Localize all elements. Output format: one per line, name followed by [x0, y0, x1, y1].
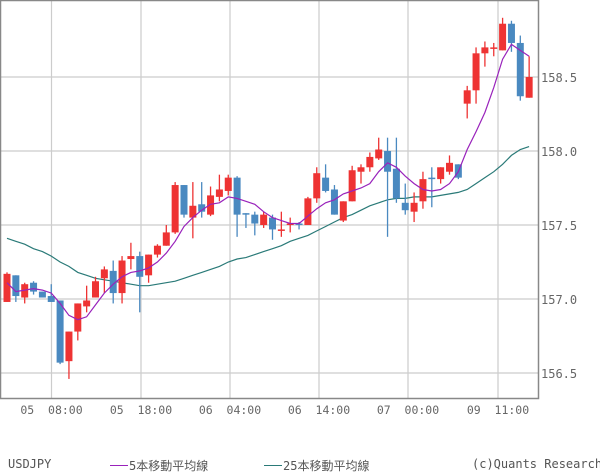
candle: [490, 47, 498, 49]
candle: [30, 282, 38, 292]
copyright: (c)Quants Research: [472, 457, 600, 471]
candle: [366, 156, 374, 168]
candle: [47, 296, 55, 302]
candle: [242, 213, 250, 215]
candle: [92, 281, 99, 298]
y-tick-label: 156.5: [541, 367, 577, 381]
candle: [277, 229, 285, 231]
candle: [74, 303, 82, 332]
legend-ma5-label: 5本移動平均線: [129, 459, 209, 473]
ma25-swatch-icon: [264, 465, 282, 466]
candle: [215, 189, 223, 197]
candle: [481, 47, 489, 54]
candle: [269, 217, 276, 230]
y-tick-label: 157.0: [541, 293, 577, 307]
x-tick-label: 05 08:00: [20, 403, 82, 417]
candle: [153, 245, 161, 255]
x-tick-label: 09 11:00: [467, 403, 529, 417]
y-axis-labels: 156.5 157.0 157.5 158.0 158.5: [541, 71, 577, 381]
ma5-line: [6, 43, 530, 321]
candle: [472, 53, 480, 91]
x-tick-label: 05 18:00: [110, 403, 172, 417]
legend-ma25: 25本移動平均線: [264, 457, 369, 474]
candle: [38, 291, 46, 298]
candle: [145, 254, 153, 276]
candle: [507, 23, 515, 43]
y-tick-label: 157.5: [541, 219, 577, 233]
y-tick-label: 158.0: [541, 145, 577, 159]
x-axis-labels: 05 08:00 05 18:00 06 04:00 06 14:00 07 00:00…: [20, 403, 529, 417]
candle: [251, 214, 259, 224]
candle: [304, 198, 312, 225]
candle: [401, 202, 409, 211]
candle: [357, 167, 365, 172]
candle: [295, 223, 303, 226]
candle: [189, 205, 197, 218]
candle: [224, 177, 232, 191]
candle: [286, 223, 294, 226]
candle: [322, 177, 330, 191]
x-tick-label: 06 14:00: [288, 403, 350, 417]
x-tick-label: 06 04:00: [199, 403, 261, 417]
candle: [233, 177, 241, 215]
legend-ma25-label: 25本移動平均線: [283, 459, 370, 473]
candle: [419, 179, 427, 202]
candle: [171, 185, 179, 233]
candle: [525, 77, 533, 98]
ma25-line: [6, 146, 530, 287]
candle: [127, 256, 135, 260]
candle: [499, 23, 507, 51]
candle: [162, 232, 170, 246]
candle: [313, 173, 321, 199]
gridlines: [0, 0, 538, 399]
plot-border: [0, 0, 540, 400]
legend-ma5: 5本移動平均線: [110, 457, 208, 474]
candle: [56, 300, 64, 363]
candle: [463, 90, 471, 104]
candle: [12, 275, 20, 297]
candle: [198, 204, 206, 212]
candle: [375, 149, 383, 159]
price-chart: 156.5 157.0 157.5 158.0 158.5 05 08:00 05 18:…: [0, 0, 577, 417]
candle: [437, 167, 445, 180]
candle: [109, 270, 117, 294]
symbol-label: USDJPY: [8, 457, 52, 471]
candle: [516, 42, 524, 97]
candle: [384, 151, 392, 172]
candle: [83, 300, 91, 307]
candle: [100, 269, 108, 279]
candle: [207, 195, 215, 215]
candle: [410, 202, 418, 212]
candle: [348, 170, 356, 202]
candle: [428, 177, 436, 180]
candle: [330, 189, 338, 215]
candle: [136, 256, 144, 277]
candle: [65, 331, 73, 362]
legend-bar: USDJPY 5本移動平均線 25本移動平均線 (c)Quants Resear…: [0, 457, 600, 475]
x-tick-label: 07 00:00: [377, 403, 439, 417]
candle: [180, 185, 188, 215]
y-tick-label: 158.5: [541, 71, 577, 85]
candle: [446, 162, 453, 172]
candle: [3, 273, 11, 302]
candlesticks: [3, 17, 533, 379]
candle: [260, 214, 268, 225]
candle: [21, 284, 29, 298]
ma5-swatch-icon: [110, 465, 128, 466]
candle: [392, 168, 400, 199]
candle: [339, 201, 347, 221]
